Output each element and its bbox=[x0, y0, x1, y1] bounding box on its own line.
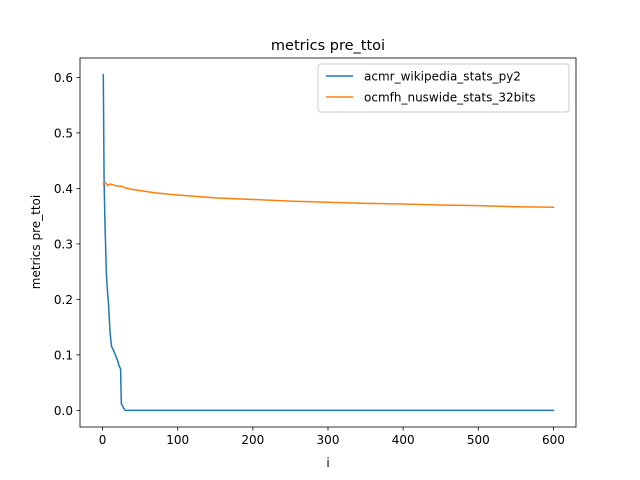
plot-background bbox=[80, 58, 576, 427]
y-tick-label: 0.4 bbox=[54, 182, 73, 196]
y-tick-label: 0.3 bbox=[54, 237, 73, 251]
x-axis-label: i bbox=[326, 456, 329, 470]
y-tick-label: 0.2 bbox=[54, 293, 73, 307]
x-tick-label: 600 bbox=[542, 433, 565, 447]
y-tick-label: 0.0 bbox=[54, 404, 73, 418]
series-lines bbox=[102, 73, 555, 412]
axes: 0 100 200 300 400 500 600 0.0 0.1 0.2 0.3 0.4 0.5 0.6 bbox=[54, 57, 577, 447]
x-tick-label: 500 bbox=[467, 433, 490, 447]
x-tick-label: 400 bbox=[392, 433, 415, 447]
y-axis-label: metrics pre_ttoi bbox=[29, 195, 43, 289]
x-tick-label: 300 bbox=[317, 433, 340, 447]
x-tick-label: 0 bbox=[99, 433, 107, 447]
legend-box bbox=[317, 63, 570, 113]
x-tick-label: 100 bbox=[166, 433, 189, 447]
legend-label-2: ocmfh_nuswide_stats_32bits bbox=[364, 91, 536, 105]
chart-title: metrics pre_ttoi bbox=[271, 38, 385, 54]
plot-area bbox=[80, 58, 576, 427]
x-tick-label: 200 bbox=[241, 433, 264, 447]
y-tick-label: 0.1 bbox=[54, 348, 73, 362]
series-line-2 bbox=[102, 182, 555, 209]
legend: acmr_wikipedia_stats_py2 ocmfh_nuswide_st… bbox=[317, 63, 570, 113]
y-tick-label: 0.5 bbox=[54, 126, 73, 140]
legend-label-1: acmr_wikipedia_stats_py2 bbox=[364, 70, 521, 84]
series-line-1 bbox=[102, 73, 555, 412]
y-tick-label: 0.6 bbox=[54, 71, 73, 85]
